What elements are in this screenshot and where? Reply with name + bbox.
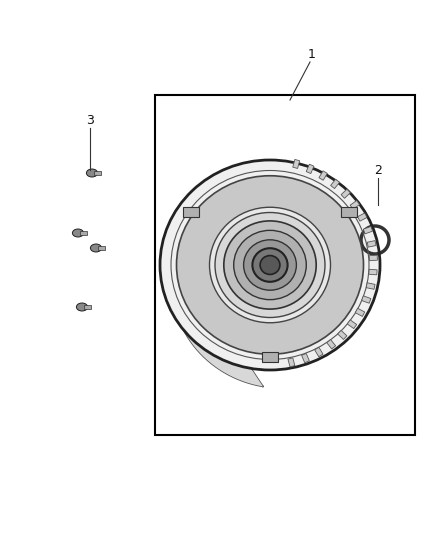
Bar <box>367 240 376 247</box>
Bar <box>364 227 373 234</box>
Ellipse shape <box>177 176 364 354</box>
FancyBboxPatch shape <box>183 207 199 217</box>
FancyBboxPatch shape <box>341 207 357 217</box>
Bar <box>306 164 314 174</box>
Bar <box>362 296 371 303</box>
Bar <box>369 269 377 275</box>
Bar <box>81 231 87 235</box>
FancyBboxPatch shape <box>262 352 278 362</box>
Bar <box>369 255 378 261</box>
Bar <box>85 305 91 309</box>
Ellipse shape <box>260 255 280 274</box>
Bar <box>357 213 367 221</box>
Text: 3: 3 <box>86 114 94 126</box>
Ellipse shape <box>244 240 297 290</box>
Bar <box>366 282 375 289</box>
Bar <box>288 358 295 367</box>
Ellipse shape <box>215 213 325 318</box>
Ellipse shape <box>160 160 380 370</box>
Ellipse shape <box>86 169 98 177</box>
Bar <box>293 159 300 168</box>
Bar <box>341 189 350 198</box>
Bar <box>314 348 323 357</box>
Ellipse shape <box>72 229 84 237</box>
Bar <box>355 308 365 317</box>
Ellipse shape <box>234 230 306 300</box>
Text: 2: 2 <box>374 164 382 176</box>
Bar <box>338 330 347 340</box>
Bar <box>302 353 309 363</box>
Bar <box>350 200 360 209</box>
Bar <box>95 171 101 175</box>
Ellipse shape <box>252 248 288 282</box>
Ellipse shape <box>209 207 331 323</box>
Ellipse shape <box>224 221 316 309</box>
Bar <box>99 246 105 250</box>
Ellipse shape <box>76 303 88 311</box>
Bar <box>319 171 327 180</box>
Ellipse shape <box>90 244 102 252</box>
Polygon shape <box>160 161 263 386</box>
Bar <box>331 179 339 189</box>
Bar <box>347 320 357 328</box>
Text: 1: 1 <box>308 49 316 61</box>
Bar <box>155 95 415 435</box>
Bar <box>327 340 336 349</box>
